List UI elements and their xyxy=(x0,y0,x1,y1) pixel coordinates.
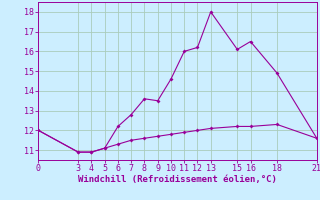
X-axis label: Windchill (Refroidissement éolien,°C): Windchill (Refroidissement éolien,°C) xyxy=(78,175,277,184)
